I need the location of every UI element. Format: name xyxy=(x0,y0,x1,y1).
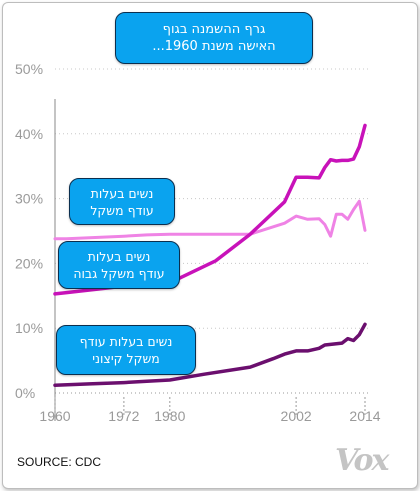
y-tick-label: 20% xyxy=(15,255,43,271)
series-line-0 xyxy=(53,199,367,241)
x-tick-label: 2002 xyxy=(281,408,312,424)
series-label-extreme-obese-line-1: נשים בעלות עודף xyxy=(79,334,173,349)
chart-title-line-2: האישה משנת 1960... xyxy=(152,39,276,54)
line-chart: 0% 10% 20% 30% 40% 50% 1960 1972 1980 2002 2014 xyxy=(15,61,381,424)
y-tick-label: 30% xyxy=(15,191,43,207)
series-label-overweight: נשים בעלות עודף משקל xyxy=(69,178,175,225)
y-tick-label: 10% xyxy=(15,320,43,336)
series-label-obese-line-2: עודף משקל גבוה xyxy=(73,266,165,281)
source-note: SOURCE: CDC xyxy=(17,455,102,469)
x-tick-label: 1972 xyxy=(108,408,139,424)
series-line-2 xyxy=(53,322,367,387)
vox-logo: Vox xyxy=(335,443,389,478)
x-tick-label: 2014 xyxy=(349,408,380,424)
chart-title-line-1: גרף ההשמנה בגוף xyxy=(162,22,266,37)
x-axis-ticks: 1960 1972 1980 2002 2014 xyxy=(39,397,381,424)
y-tick-label: 0% xyxy=(15,385,35,401)
y-axis-ticks: 0% 10% 20% 30% 40% 50% xyxy=(15,61,43,401)
y-tick-label: 40% xyxy=(15,126,43,142)
series-label-obese-line-1: נשים בעלות xyxy=(87,249,151,264)
series-label-overweight-line-2: עודף משקל xyxy=(90,202,154,218)
series-label-obese: נשים בעלות עודף משקל גבוה xyxy=(58,241,180,289)
series-label-overweight-line-1: נשים בעלות xyxy=(90,185,154,201)
x-tick-label: 1980 xyxy=(154,408,185,424)
series-label-extreme-obese-line-2: משקל קיצוני xyxy=(92,351,160,366)
series-label-extreme-obese: נשים בעלות עודף משקל קיצוני xyxy=(56,325,196,375)
chart-title: גרף ההשמנה בגוף האישה משנת 1960... xyxy=(115,12,313,64)
y-tick-label: 50% xyxy=(15,61,43,77)
x-tick-label: 1960 xyxy=(39,408,70,424)
